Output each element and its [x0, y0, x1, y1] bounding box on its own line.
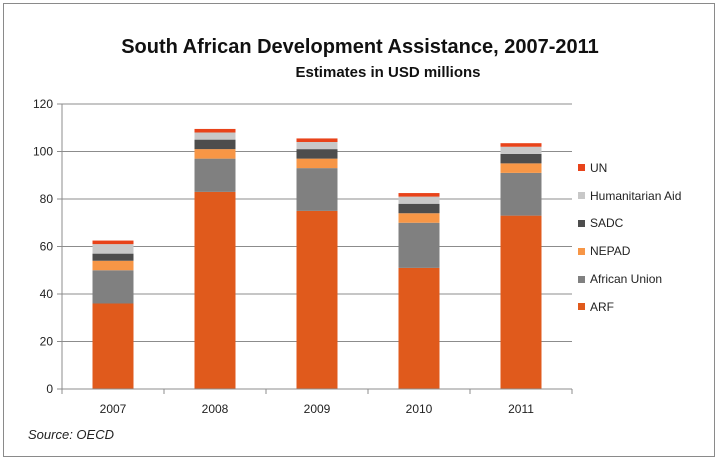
legend: UN Humanitarian Aid SADC NEPAD African Union…	[578, 154, 681, 321]
legend-label: UN	[590, 160, 608, 175]
bar-nepad-2011	[500, 163, 542, 173]
legend-swatch	[578, 303, 585, 311]
bar-african-union-2008	[194, 158, 236, 192]
x-tick-label: 2011	[508, 402, 534, 416]
bar-african-union-2010	[398, 222, 440, 268]
y-tick-label: 80	[40, 192, 54, 206]
bar-arf-2008	[194, 191, 236, 389]
bar-un-2010	[398, 193, 440, 197]
chart-subtitle: Estimates in USD millions	[295, 64, 481, 81]
bar-nepad-2009	[296, 158, 338, 169]
bar-arf-2007	[92, 303, 134, 389]
bar-sadc-2011	[500, 153, 542, 164]
bar-nepad-2007	[92, 260, 134, 271]
y-tick-label: 120	[33, 97, 53, 111]
x-tick-label: 2008	[202, 402, 229, 416]
bar-african-union-2009	[296, 168, 338, 211]
legend-swatch	[578, 247, 585, 255]
legend-item-humanitarian-aid: Humanitarian Aid	[578, 182, 681, 210]
legend-item-sadc: SADC	[578, 210, 681, 238]
bar-un-2009	[296, 138, 338, 142]
bar-arf-2011	[500, 215, 542, 389]
legend-item-arf: ARF	[578, 293, 681, 321]
legend-label: SADC	[590, 216, 624, 231]
bar-humanitarian-aid-2011	[500, 146, 542, 154]
bar-humanitarian-aid-2010	[398, 196, 440, 204]
legend-swatch	[578, 164, 585, 172]
y-tick-label: 100	[33, 145, 53, 159]
bar-un-2008	[194, 128, 236, 133]
legend-item-nepad: NEPAD	[578, 237, 681, 265]
legend-swatch	[578, 275, 585, 283]
bar-sadc-2009	[296, 149, 338, 159]
legend-swatch	[578, 192, 585, 200]
y-tick-label: 40	[40, 287, 54, 301]
bar-un-2007	[92, 240, 134, 245]
bar-un-2011	[500, 143, 542, 147]
bar-arf-2009	[296, 210, 338, 389]
x-tick-label: 2010	[406, 402, 433, 416]
legend-label: ARF	[590, 299, 614, 314]
legend-label: African Union	[590, 272, 663, 287]
bar-humanitarian-aid-2009	[296, 142, 338, 150]
x-tick-label: 2009	[304, 402, 331, 416]
chart-title: South African Development Assistance, 20…	[121, 36, 599, 58]
bar-nepad-2010	[398, 213, 440, 223]
source-note: Source: OECD	[28, 427, 114, 442]
bar-sadc-2010	[398, 203, 440, 214]
legend-item-un: UN	[578, 154, 681, 182]
legend-item-african-union: African Union	[578, 265, 681, 293]
bar-nepad-2008	[194, 149, 236, 159]
bar-humanitarian-aid-2008	[194, 132, 236, 140]
bar-humanitarian-aid-2007	[92, 244, 134, 254]
bar-african-union-2011	[500, 172, 542, 216]
bar-sadc-2008	[194, 139, 236, 150]
legend-label: NEPAD	[590, 244, 631, 259]
y-tick-label: 60	[40, 240, 54, 254]
legend-label: Humanitarian Aid	[590, 188, 682, 203]
bar-arf-2010	[398, 267, 440, 389]
bar-african-union-2007	[92, 270, 134, 304]
x-tick-label: 2007	[100, 402, 127, 416]
bar-sadc-2007	[92, 253, 134, 261]
y-tick-label: 0	[46, 382, 53, 396]
legend-swatch	[578, 219, 585, 227]
y-tick-label: 20	[40, 335, 54, 349]
